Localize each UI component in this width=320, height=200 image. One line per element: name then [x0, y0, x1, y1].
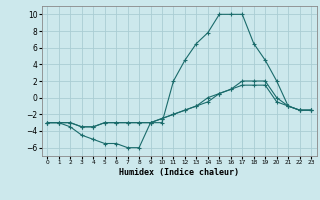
X-axis label: Humidex (Indice chaleur): Humidex (Indice chaleur)	[119, 168, 239, 177]
